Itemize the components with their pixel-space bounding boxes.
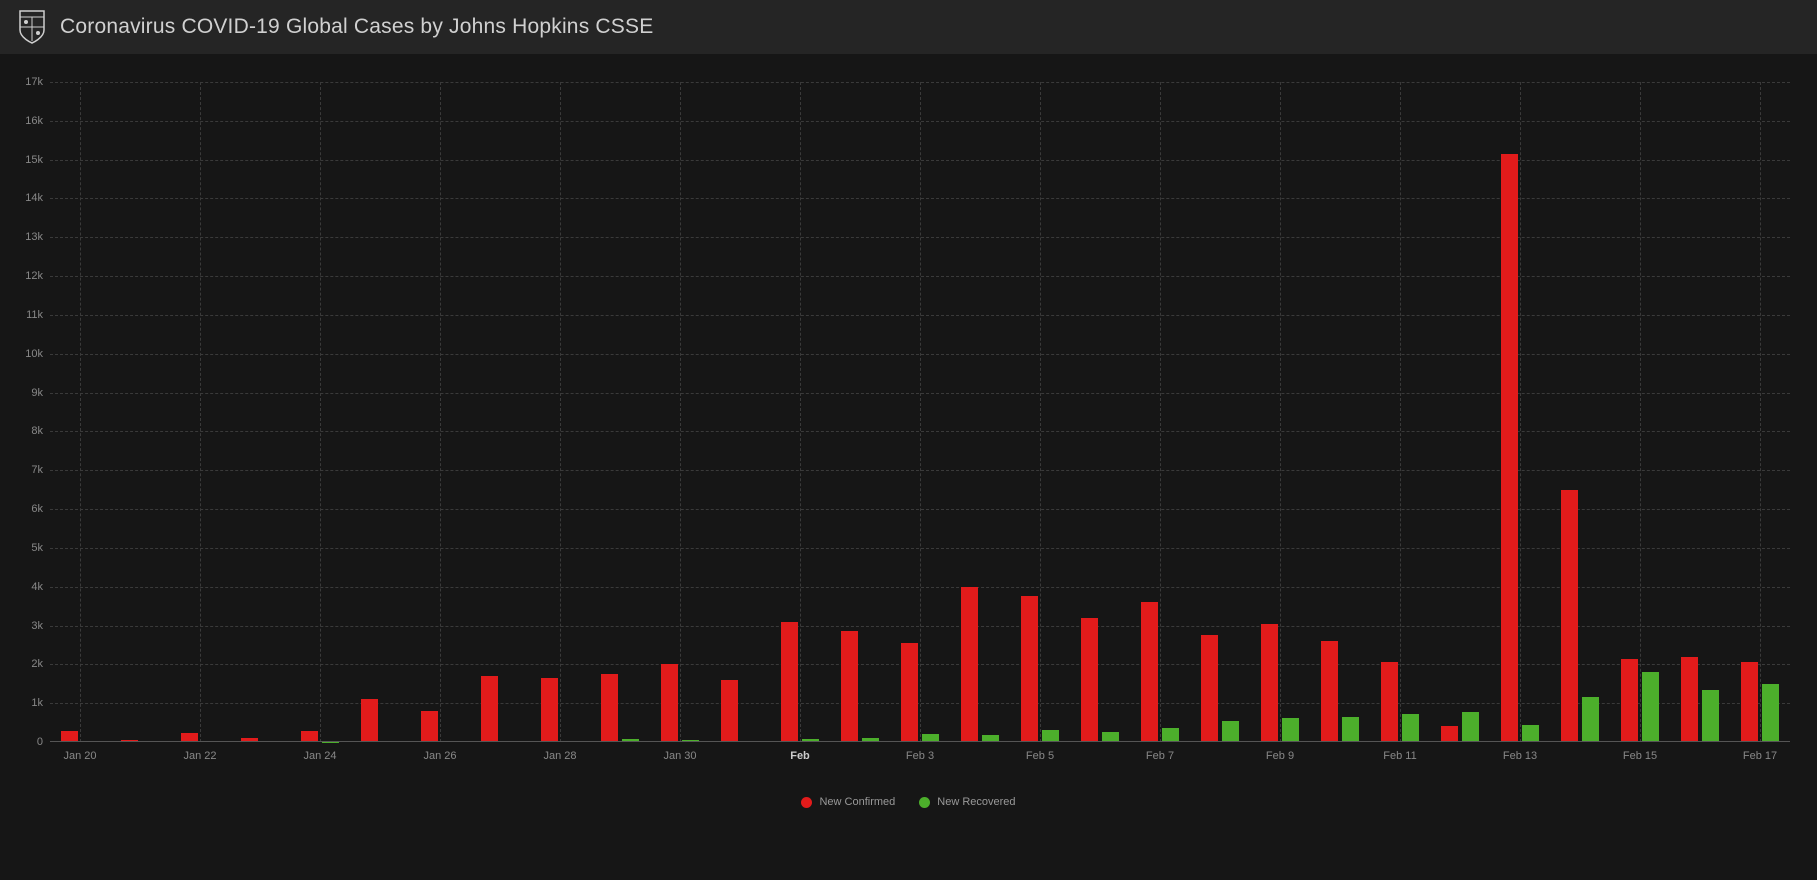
bar-confirmed — [1081, 618, 1099, 742]
bar-confirmed — [541, 678, 559, 742]
bar-confirmed — [1621, 659, 1639, 742]
y-axis-tick-label: 15k — [3, 154, 43, 166]
bar-recovered — [1282, 718, 1300, 742]
page-title: Coronavirus COVID-19 Global Cases by Joh… — [60, 15, 653, 39]
y-axis-tick-label: 14k — [3, 192, 43, 204]
legend-swatch-icon — [919, 797, 930, 808]
bar-recovered — [1642, 672, 1660, 742]
x-axis-tick-label: Jan 20 — [63, 750, 96, 762]
x-axis-line — [50, 741, 1790, 742]
bar-confirmed — [1441, 726, 1459, 742]
bar-confirmed — [781, 622, 799, 742]
y-axis-tick-label: 1k — [3, 697, 43, 709]
bar-confirmed — [361, 699, 379, 742]
x-axis-tick-label: Feb 15 — [1623, 750, 1657, 762]
bar-confirmed — [721, 680, 739, 742]
x-axis-tick-label: Feb 3 — [906, 750, 934, 762]
y-axis-tick-label: 5k — [3, 542, 43, 554]
x-axis-tick-label: Jan 26 — [423, 750, 456, 762]
y-axis-tick-label: 3k — [3, 620, 43, 632]
bar-confirmed — [1201, 635, 1219, 742]
chart-legend: New Confirmed New Recovered — [0, 796, 1817, 808]
y-axis-tick-label: 2k — [3, 658, 43, 670]
bar-confirmed — [1681, 657, 1699, 742]
y-axis-tick-label: 4k — [3, 581, 43, 593]
y-axis-tick-label: 9k — [3, 387, 43, 399]
x-axis-tick-label: Feb 7 — [1146, 750, 1174, 762]
bar-recovered — [1222, 721, 1240, 742]
bar-confirmed — [1321, 641, 1339, 742]
legend-swatch-icon — [801, 797, 812, 808]
bar-recovered — [1402, 714, 1420, 742]
x-axis-tick-label: Feb 5 — [1026, 750, 1054, 762]
y-axis-tick-label: 13k — [3, 231, 43, 243]
y-axis-tick-label: 8k — [3, 425, 43, 437]
legend-label: New Confirmed — [819, 796, 895, 808]
bar-confirmed — [901, 643, 919, 742]
y-axis-tick-label: 0 — [3, 736, 43, 748]
bar-confirmed — [1561, 490, 1579, 742]
bar-recovered — [1342, 717, 1360, 742]
x-axis-tick-label: Feb 11 — [1383, 750, 1416, 762]
bars-layer — [50, 82, 1790, 742]
legend-item-confirmed[interactable]: New Confirmed — [801, 796, 895, 808]
bar-confirmed — [601, 674, 619, 742]
bar-recovered — [1162, 728, 1180, 742]
x-axis-tick-label: Feb 9 — [1266, 750, 1294, 762]
y-axis-tick-label: 7k — [3, 464, 43, 476]
y-axis-tick-label: 17k — [3, 76, 43, 88]
bar-recovered — [1762, 684, 1780, 742]
x-axis-tick-label: Feb 13 — [1503, 750, 1537, 762]
plot-area — [50, 82, 1790, 742]
y-axis-tick-label: 16k — [3, 115, 43, 127]
bar-confirmed — [961, 587, 979, 742]
bar-confirmed — [841, 631, 859, 742]
y-axis-tick-label: 12k — [3, 270, 43, 282]
cases-bar-chart: New Confirmed New Recovered 0 1k 2k 3k 4k 5k 6… — [0, 54, 1817, 880]
bar-confirmed — [421, 711, 439, 742]
bar-recovered — [1702, 690, 1720, 742]
bar-recovered — [1582, 697, 1600, 742]
bar-confirmed — [661, 664, 679, 742]
x-axis-tick-label: Jan 22 — [183, 750, 216, 762]
legend-item-recovered[interactable]: New Recovered — [919, 796, 1015, 808]
y-axis-tick-label: 11k — [3, 309, 43, 321]
bar-confirmed — [1741, 662, 1759, 742]
bar-recovered — [1462, 712, 1480, 742]
bar-confirmed — [481, 676, 499, 742]
bar-confirmed — [1021, 596, 1039, 742]
y-axis-tick-label: 10k — [3, 348, 43, 360]
jhu-shield-icon — [18, 10, 46, 44]
bar-confirmed — [1381, 662, 1399, 742]
bar-confirmed — [1261, 624, 1279, 742]
bar-confirmed — [1501, 154, 1519, 742]
header-bar: Coronavirus COVID-19 Global Cases by Joh… — [0, 0, 1817, 54]
x-axis-tick-label: Feb 17 — [1743, 750, 1777, 762]
bar-recovered — [1522, 725, 1540, 742]
bar-confirmed — [1141, 602, 1159, 742]
x-axis-tick-label: Jan 28 — [543, 750, 576, 762]
y-axis-tick-label: 6k — [3, 503, 43, 515]
x-axis-tick-label: Jan 30 — [663, 750, 696, 762]
x-axis-tick-label: Jan 24 — [303, 750, 336, 762]
x-axis-tick-label: Feb — [790, 750, 810, 762]
legend-label: New Recovered — [937, 796, 1015, 808]
